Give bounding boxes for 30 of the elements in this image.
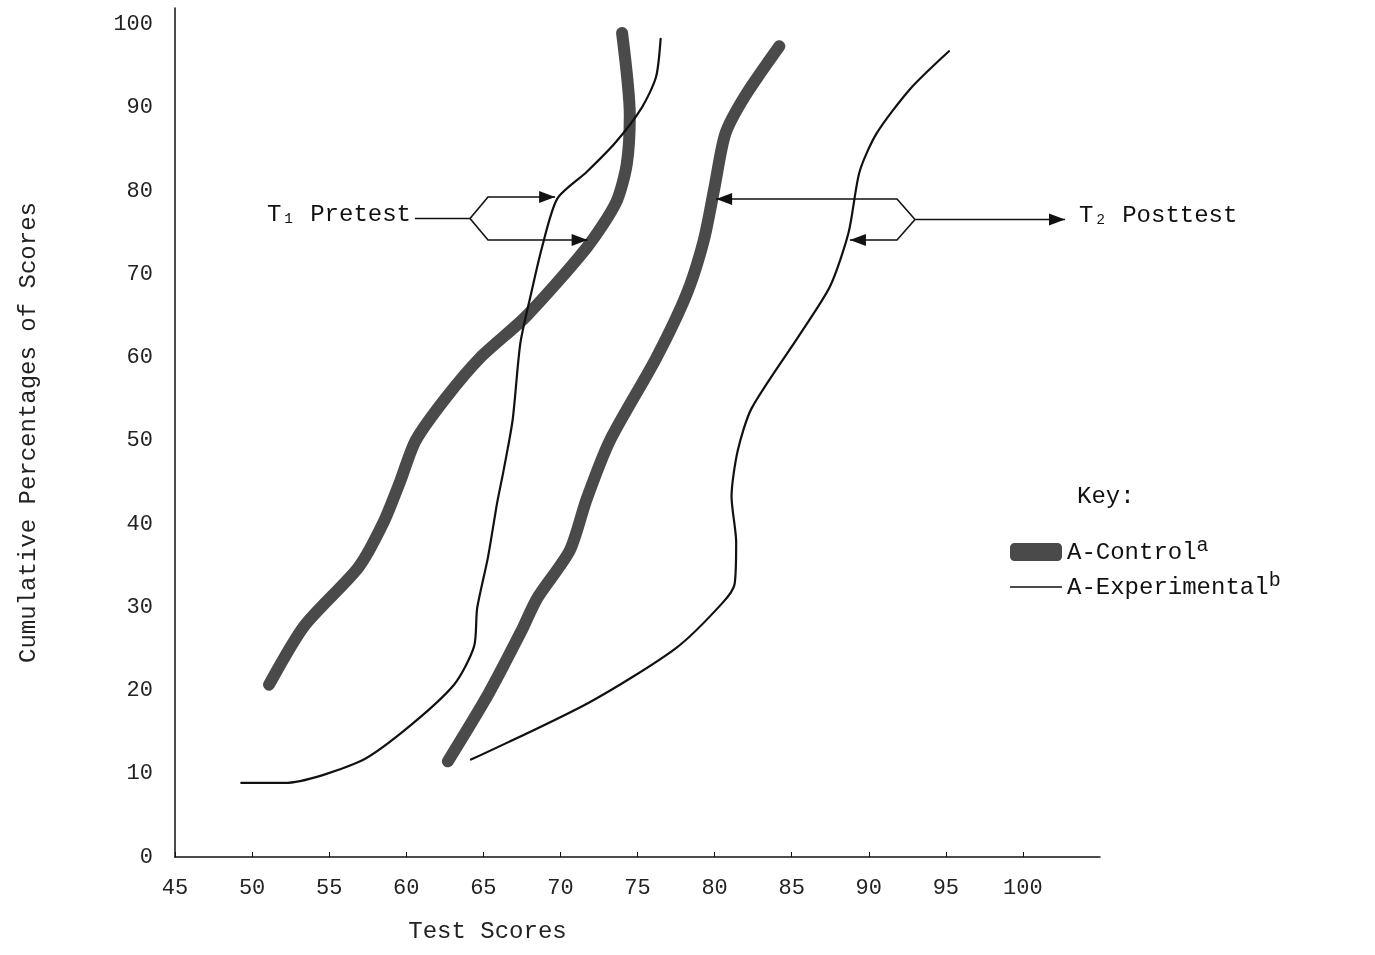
x-tick-label: 85 [778,875,805,901]
x-tick-label: 55 [315,875,343,901]
y-tick-label: 10 [126,761,153,787]
y-tick-label: 80 [126,178,153,204]
y-tick-label: 20 [126,678,153,704]
y-tick-label: 70 [126,261,153,287]
x-tick-label: 75 [624,875,651,901]
annotation: T₂ Posttest [1079,201,1238,229]
y-tick-label: 90 [126,95,153,121]
x-tick-label: 50 [238,875,266,901]
x-axis-title: Test Scores [408,917,567,945]
legend-title: Key: [1077,482,1135,510]
x-tick-label: 80 [701,875,728,901]
y-tick-label: 100 [113,12,153,38]
y-axis-title: Cumulative Percentages of Scores [14,202,42,663]
y-tick-label: 60 [126,345,153,371]
y-tick-label: 30 [126,594,153,620]
annotation: T₁ Pretest [266,200,411,228]
x-tick-label: 100 [1003,875,1043,901]
line-series [240,37,662,785]
x-tick-label: 45 [161,875,189,901]
x-tick-label: 70 [547,875,574,901]
x-tick-label: 65 [470,875,497,901]
x-tick-label: 95 [932,875,960,901]
y-tick-label: 40 [126,511,153,537]
x-tick-label: 90 [855,875,882,901]
x-tick-label: 60 [393,875,420,901]
y-tick-label: 50 [126,428,153,454]
line-series [469,50,951,761]
y-tick-label: 0 [139,844,153,870]
